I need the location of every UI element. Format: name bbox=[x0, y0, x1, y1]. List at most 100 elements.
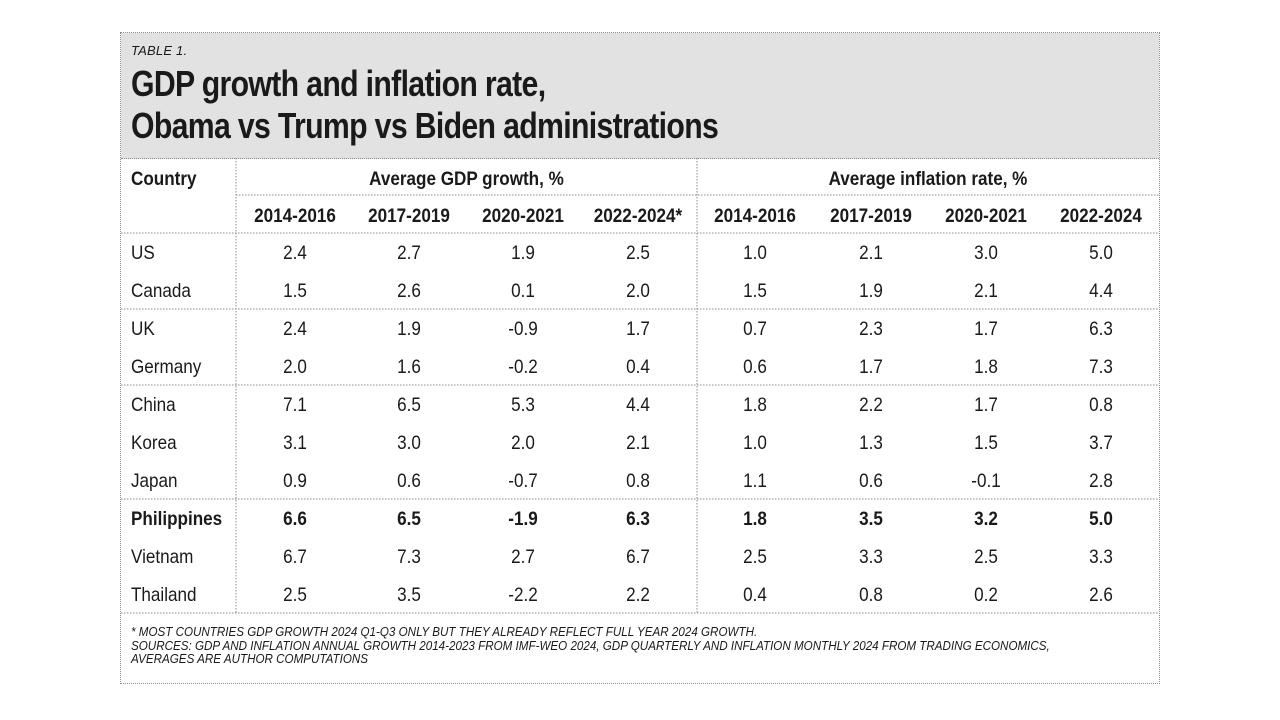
table-cell: 0.6 bbox=[743, 356, 767, 377]
footnote-line-2: SOURCES: GDP AND INFLATION ANNUAL GROWTH… bbox=[131, 638, 1050, 653]
table-cell: 6.6 bbox=[283, 508, 307, 529]
table-cell: 3.3 bbox=[1089, 546, 1113, 567]
table-cell: 0.9 bbox=[283, 470, 307, 491]
table-cell: -0.9 bbox=[508, 318, 537, 339]
table-cell: 1.0 bbox=[743, 432, 767, 453]
period-column-header: 2014-2016 bbox=[714, 205, 796, 226]
table-cell: 1.5 bbox=[743, 280, 767, 301]
table-cell: 1.7 bbox=[974, 394, 998, 415]
country-label: UK bbox=[131, 318, 155, 339]
country-label: Japan bbox=[131, 470, 178, 491]
table-cell: 2.3 bbox=[859, 318, 883, 339]
table-cell: 1.8 bbox=[974, 356, 998, 377]
table-header-band: TABLE 1. GDP growth and inflation rate, … bbox=[121, 33, 1159, 159]
table-cell: 2.0 bbox=[511, 432, 535, 453]
table-cell: 1.6 bbox=[397, 356, 421, 377]
table-cell: 1.0 bbox=[743, 242, 767, 263]
table-cell: 1.1 bbox=[743, 470, 767, 491]
table-cell: 0.6 bbox=[397, 470, 421, 491]
table-cell: 1.9 bbox=[511, 242, 535, 263]
country-label: Korea bbox=[131, 432, 178, 453]
country-label: Thailand bbox=[131, 584, 197, 605]
table-cell: 5.3 bbox=[511, 394, 535, 415]
table-cell: 2.6 bbox=[397, 280, 421, 301]
table-cell: 1.8 bbox=[743, 394, 767, 415]
table-cell: 1.5 bbox=[283, 280, 307, 301]
title-line-1: GDP growth and inflation rate, bbox=[131, 63, 546, 104]
data-table: Country Average GDP growth, % 2014-2016 201… bbox=[121, 158, 1159, 614]
table-cell: 2.8 bbox=[1089, 470, 1113, 491]
period-column-header: 2014-2016 bbox=[254, 205, 336, 226]
period-column-header: 2020-2021 bbox=[482, 205, 564, 226]
table-cell: 1.7 bbox=[974, 318, 998, 339]
table-cell: -0.1 bbox=[971, 470, 1000, 491]
title-line-2: Obama vs Trump vs Biden administrations bbox=[131, 105, 719, 146]
table-cell: 3.2 bbox=[974, 508, 998, 529]
group-header-gdp-growth: Average GDP growth, % bbox=[369, 168, 564, 189]
table-cell: 7.3 bbox=[397, 546, 421, 567]
country-label: Philippines bbox=[131, 508, 222, 529]
table-cell: 0.6 bbox=[859, 470, 883, 491]
table-cell: 2.7 bbox=[511, 546, 535, 567]
table-frame: TABLE 1. GDP growth and inflation rate, … bbox=[120, 32, 1160, 684]
table-cell: 2.0 bbox=[283, 356, 307, 377]
country-label: Vietnam bbox=[131, 546, 193, 567]
footnote-line-1: * MOST COUNTRIES GDP GROWTH 2024 Q1-Q3 O… bbox=[131, 625, 758, 639]
table-cell: 7.1 bbox=[283, 394, 307, 415]
table-cell: -0.2 bbox=[508, 356, 537, 377]
table-cell: 1.8 bbox=[743, 508, 767, 529]
table-cell: 4.4 bbox=[1089, 280, 1113, 301]
table-cell: 3.0 bbox=[974, 242, 998, 263]
table-cell: 6.7 bbox=[626, 546, 650, 567]
table-cell: 1.9 bbox=[397, 318, 421, 339]
table-cell: 3.0 bbox=[397, 432, 421, 453]
table-cell: 2.6 bbox=[1089, 584, 1113, 605]
table-cell: 6.5 bbox=[397, 394, 421, 415]
table-cell: 0.1 bbox=[511, 280, 535, 301]
country-label: China bbox=[131, 394, 177, 415]
table-cell: 0.8 bbox=[1089, 394, 1113, 415]
table-cell: 0.4 bbox=[626, 356, 650, 377]
period-column-header: 2022-2024* bbox=[594, 205, 683, 226]
table-cell: 2.2 bbox=[859, 394, 883, 415]
table-cell: 2.4 bbox=[283, 318, 307, 339]
table-cell: 1.7 bbox=[626, 318, 650, 339]
table-cell: 0.8 bbox=[859, 584, 883, 605]
country-label: Canada bbox=[131, 280, 192, 301]
footnotes: * MOST COUNTRIES GDP GROWTH 2024 Q1-Q3 O… bbox=[131, 625, 1151, 667]
country-label: US bbox=[131, 242, 155, 263]
table-cell: 2.7 bbox=[397, 242, 421, 263]
table-cell: 5.0 bbox=[1089, 242, 1113, 263]
period-column-header: 2017-2019 bbox=[830, 205, 912, 226]
table-cell: 2.1 bbox=[626, 432, 650, 453]
table-cell: 2.1 bbox=[974, 280, 998, 301]
table-cell: 0.4 bbox=[743, 584, 767, 605]
table-cell: 2.4 bbox=[283, 242, 307, 263]
table-cell: 2.5 bbox=[283, 584, 307, 605]
table-cell: -0.7 bbox=[508, 470, 537, 491]
table-cell: 0.2 bbox=[974, 584, 998, 605]
table-label: TABLE 1. bbox=[131, 43, 188, 58]
table-cell: 1.5 bbox=[974, 432, 998, 453]
table-cell: -1.9 bbox=[508, 508, 537, 529]
table-cell: 3.3 bbox=[859, 546, 883, 567]
country-label: Germany bbox=[131, 356, 201, 377]
table-cell: 2.1 bbox=[859, 242, 883, 263]
table-cell: 0.8 bbox=[626, 470, 650, 491]
table-cell: 6.7 bbox=[283, 546, 307, 567]
table-cell: 3.7 bbox=[1089, 432, 1113, 453]
group-header-inflation: Average inflation rate, % bbox=[829, 168, 1028, 189]
table-cell: 2.0 bbox=[626, 280, 650, 301]
table-cell: 2.5 bbox=[743, 546, 767, 567]
period-column-header: 2020-2021 bbox=[945, 205, 1027, 226]
footnote-line-3: AVERAGES ARE AUTHOR COMPUTATIONS bbox=[131, 652, 369, 666]
table-cell: 1.7 bbox=[859, 356, 883, 377]
table-cell: 7.3 bbox=[1089, 356, 1113, 377]
table-title: GDP growth and inflation rate, Obama vs … bbox=[131, 63, 719, 147]
table-cell: 1.3 bbox=[859, 432, 883, 453]
table-cell: 5.0 bbox=[1089, 508, 1113, 529]
table-cell: 6.3 bbox=[1089, 318, 1113, 339]
table-cell: 6.3 bbox=[626, 508, 650, 529]
table-cell: 3.1 bbox=[283, 432, 307, 453]
period-column-header: 2017-2019 bbox=[368, 205, 450, 226]
